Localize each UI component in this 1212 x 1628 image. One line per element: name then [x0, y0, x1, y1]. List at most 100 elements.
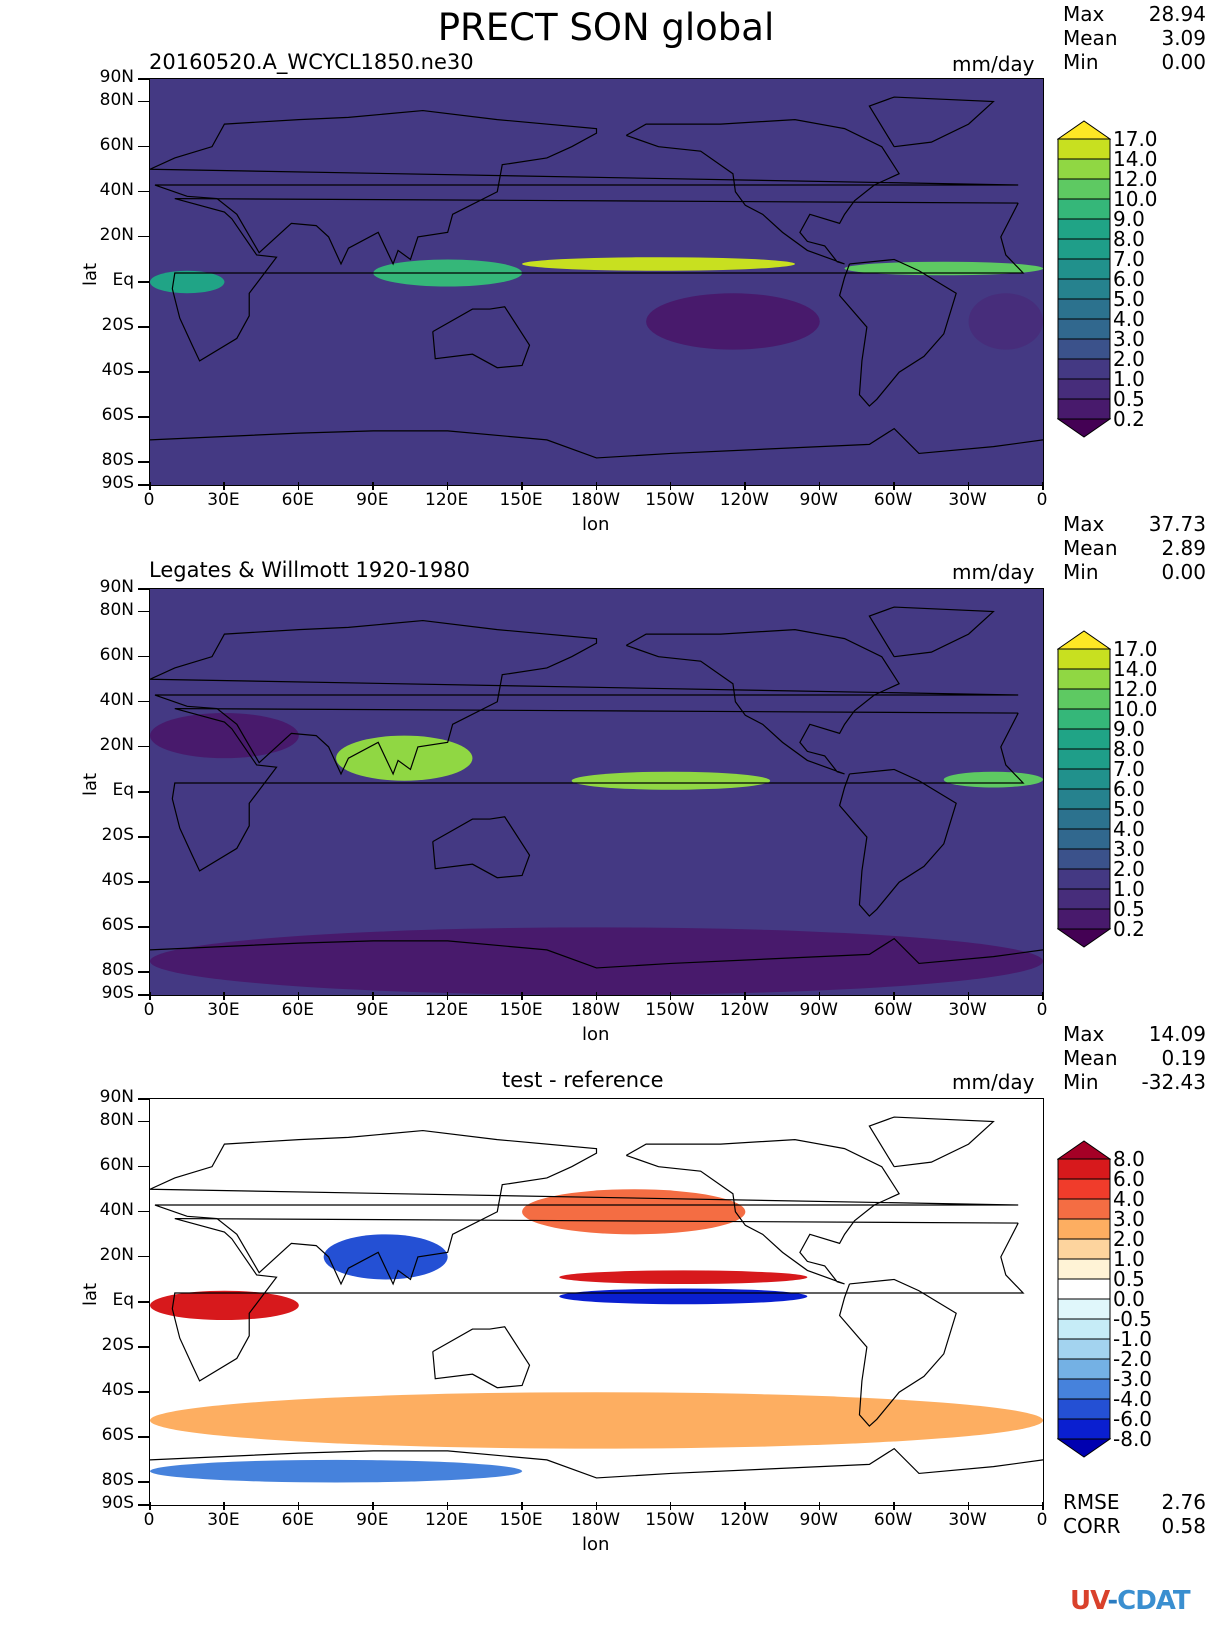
y-tick-label: 20N: [99, 1244, 134, 1265]
colorbar-level-label: 5.0: [1113, 797, 1145, 821]
y-tick-mark: [138, 700, 149, 703]
field-feature: [150, 927, 1043, 995]
x-tick-label: 0: [1036, 490, 1048, 510]
coastline: [432, 306, 531, 369]
field-feature: [571, 771, 771, 790]
x-tick-label: 90W: [799, 490, 838, 510]
colorbar-top-triangle: [1057, 1140, 1111, 1160]
colorbar-swatch: [1057, 1378, 1111, 1400]
x-tick-mark: [223, 992, 225, 1000]
colorbar-swatch: [1057, 398, 1111, 420]
x-tick-label: 120W: [719, 490, 769, 510]
colorbar-level-label: 0.5: [1113, 897, 1145, 921]
y-tick-label: 60S: [101, 405, 134, 426]
stat-min-label: Min: [1063, 1070, 1099, 1094]
colorbar-level-label: 8.0: [1113, 227, 1145, 251]
units-label: mm/day: [952, 52, 1035, 76]
colorbar-swatch: [1057, 1358, 1111, 1380]
y-tick-label: 80N: [99, 1109, 134, 1130]
stat-max-value: 28.94: [1148, 2, 1206, 26]
y-tick-label: 60S: [101, 1425, 134, 1446]
field-feature: [968, 293, 1043, 350]
y-tick-label: Eq: [112, 270, 134, 290]
field-feature: [844, 261, 1043, 276]
colorbar-swatch: [1057, 298, 1111, 320]
x-tick-label: 150E: [499, 1510, 543, 1530]
colorbar-bottom-triangle: [1057, 418, 1111, 438]
colorbar-level-label: 10.0: [1113, 697, 1158, 721]
x-tick-mark: [818, 1502, 821, 1510]
colorbar-swatch: [1057, 1398, 1111, 1420]
y-tick-mark: [138, 235, 149, 238]
colorbar-level-label: -1.0: [1113, 1327, 1153, 1351]
colorbar-level-label: 4.0: [1113, 817, 1145, 841]
map-plot-area: [150, 1099, 1043, 1505]
x-tick-mark: [1042, 992, 1044, 1000]
figure-title: PRECT SON global: [437, 6, 775, 49]
field-feature: [150, 713, 299, 759]
precip-map: [149, 78, 1044, 486]
colorbar-swatch: [1057, 1178, 1111, 1200]
stat-mean-value: 3.09: [1161, 26, 1206, 50]
x-tick-label: 0: [1036, 1000, 1048, 1020]
colorbar-swatch: [1057, 688, 1111, 710]
colorbar-level-label: 14.0: [1113, 657, 1158, 681]
y-tick-mark: [138, 1391, 149, 1393]
colorbar-swatch: [1057, 378, 1111, 400]
x-tick-label: 60E: [281, 1510, 315, 1530]
x-tick-mark: [1042, 482, 1044, 490]
coastline: [171, 707, 1025, 872]
colorbar-swatch: [1057, 358, 1111, 380]
colorbar-level-label: 6.0: [1113, 267, 1145, 291]
colorbar-bottom-triangle: [1057, 928, 1111, 948]
y-tick-mark: [138, 1165, 149, 1168]
colorbar-level-label: 3.0: [1113, 327, 1145, 351]
colorbar-level-label: 6.0: [1113, 777, 1145, 801]
colorbar-level-label: 1.0: [1113, 877, 1145, 901]
colorbar-swatch: [1057, 808, 1111, 830]
y-tick-mark: [138, 1098, 149, 1100]
precip-map: [149, 588, 1044, 996]
x-tick-mark: [1042, 1502, 1044, 1510]
x-tick-label: 120W: [719, 1510, 769, 1530]
y-tick-mark: [138, 791, 149, 793]
stat-mean-label: Mean: [1063, 536, 1118, 560]
stat-mean-value: 0.19: [1161, 1046, 1206, 1070]
field-feature: [646, 293, 820, 350]
colorbar-level-label: 12.0: [1113, 677, 1158, 701]
x-tick-label: 30W: [948, 1000, 987, 1020]
y-tick-mark: [138, 745, 149, 748]
x-tick-label: 150W: [645, 490, 695, 510]
stat-mean-label: Mean: [1063, 1046, 1118, 1070]
coastline: [171, 1217, 1025, 1382]
stat-max-label: Max: [1063, 1022, 1105, 1046]
colorbar-level-label: 2.0: [1113, 1227, 1145, 1251]
x-axis-label: lon: [582, 1024, 610, 1045]
y-tick-label: 40N: [99, 1199, 134, 1220]
y-tick-mark: [138, 1210, 149, 1213]
y-tick-mark: [138, 326, 149, 328]
field-feature: [150, 1392, 1043, 1449]
colorbar-swatch: [1057, 278, 1111, 300]
map-plot-area: [150, 589, 1043, 995]
x-tick-label: 0: [1036, 1510, 1048, 1530]
colorbar-level-label: 0.0: [1113, 1287, 1145, 1311]
y-tick-label: 20S: [101, 825, 134, 846]
colorbar-swatches: [1057, 120, 1111, 438]
colorbar-swatch: [1057, 338, 1111, 360]
x-tick-label: 180W: [570, 490, 621, 510]
colorbar-level-label: 9.0: [1113, 717, 1145, 741]
y-tick-mark: [138, 610, 149, 613]
coastline: [150, 619, 1019, 776]
panel-subtitle: test - reference: [502, 1068, 664, 1092]
colorbar-swatch: [1057, 828, 1111, 850]
field-feature: [150, 1290, 299, 1321]
colorbar-level-label: 17.0: [1113, 127, 1158, 151]
stat-min-label: Min: [1063, 50, 1099, 74]
x-tick-label: 180W: [570, 1000, 621, 1020]
colorbar-level-label: 1.0: [1113, 1247, 1145, 1271]
stat-max-label: Max: [1063, 2, 1105, 26]
stat-max-value: 37.73: [1148, 512, 1206, 536]
colorbar-swatch: [1057, 848, 1111, 870]
colorbar-level-label: 1.0: [1113, 367, 1145, 391]
